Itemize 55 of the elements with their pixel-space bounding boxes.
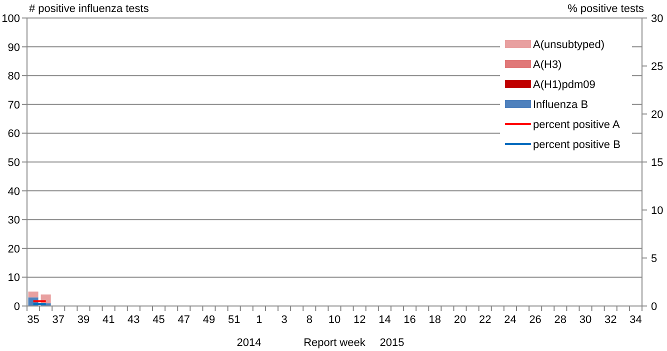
y2-tick-label: 10 (651, 205, 664, 217)
x-tick-label: 10 (328, 314, 341, 326)
y-tick-label: 0 (14, 301, 20, 313)
x-tick-label: 32 (604, 314, 617, 326)
x-tick-label: 41 (102, 314, 115, 326)
y-tick-label: 80 (8, 70, 20, 83)
x-tick-label: 1 (256, 314, 262, 326)
y-tick-label: 40 (8, 186, 20, 198)
legend-label: Influenza B (533, 99, 588, 111)
legend-label: percent positive A (533, 119, 620, 131)
y-tick-label: 30 (8, 214, 20, 227)
y2-tick-label: 20 (651, 109, 664, 121)
y2-axis-title: % positive tests (568, 3, 644, 15)
x-tick-label: 28 (554, 314, 567, 326)
x-tick-label: 20 (454, 314, 466, 326)
legend-label: percent positive B (533, 139, 620, 151)
y-tick-label: 60 (8, 128, 20, 140)
x-tick-label: 8 (306, 314, 312, 326)
x-tick-label: 35 (27, 314, 40, 326)
x-tick-label: 34 (630, 314, 642, 326)
legend-label: A(H3) (533, 59, 562, 71)
y-axis-title: # positive influenza tests (29, 3, 150, 15)
x-tick-label: 24 (504, 314, 516, 326)
x-tick-label: 12 (353, 314, 366, 326)
x-tick-label: 43 (128, 314, 140, 326)
y-tick-label: 100 (2, 13, 20, 25)
legend-label: A(H1)pdm09 (533, 79, 596, 91)
y2-tick-label: 25 (651, 61, 664, 73)
y2-tick-label: 5 (651, 253, 658, 265)
x-tick-label: 37 (52, 314, 65, 326)
x-tick-label: 30 (579, 314, 592, 326)
text: 2015 (380, 337, 404, 349)
x-tick-label: 49 (202, 314, 216, 326)
y2-tick-label: 0 (651, 301, 658, 313)
y-tick-label: 10 (8, 272, 20, 284)
x-axis-title: Report week (304, 337, 366, 349)
x-tick-label: 3 (281, 314, 288, 326)
y2-tick-label: 30 (651, 13, 664, 25)
x-tick-label: 39 (77, 314, 90, 326)
x-tick-label: 16 (404, 314, 416, 326)
x-tick-label: 22 (478, 314, 492, 326)
legend-label: A(unsubtyped) (533, 39, 605, 51)
x-tick-label: 18 (428, 314, 442, 326)
x-tick-label: 47 (178, 314, 190, 326)
y-tick-label: 50 (8, 157, 20, 169)
text: 2014 (236, 337, 262, 349)
x-tick-label: 26 (529, 314, 542, 326)
x-tick-label: 45 (152, 314, 165, 326)
x-tick-label: 14 (378, 314, 391, 326)
y2-tick-label: 15 (651, 157, 664, 169)
y-tick-label: 20 (8, 243, 20, 256)
bar (28, 292, 38, 298)
y-tick-label: 70 (8, 99, 20, 112)
x-tick-label: 51 (228, 314, 240, 326)
y-tick-label: 90 (8, 42, 20, 54)
